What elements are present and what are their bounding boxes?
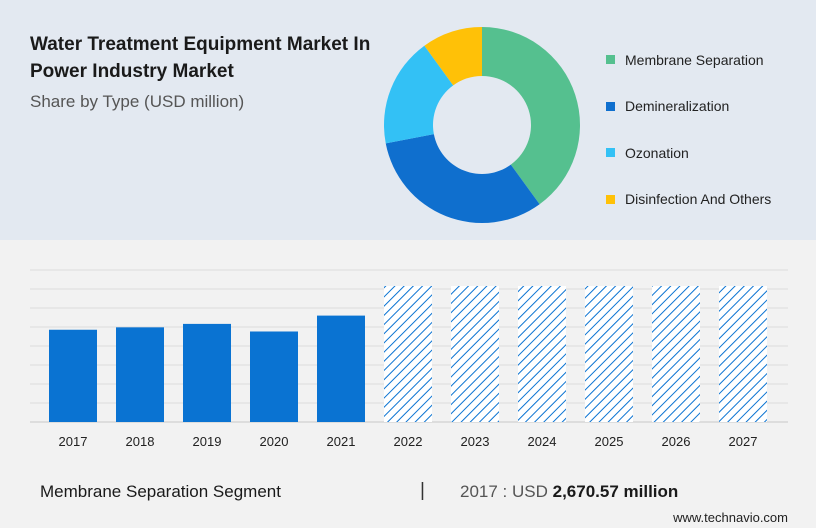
brand-url[interactable]: www.technavio.com xyxy=(673,510,788,525)
donut-slice-ozonation xyxy=(384,45,454,144)
x-tick-label: 2019 xyxy=(193,434,222,449)
x-tick-label: 2025 xyxy=(595,434,624,449)
bar-2020 xyxy=(250,331,298,422)
x-tick-label: 2027 xyxy=(729,434,758,449)
legend-item: Membrane Separation xyxy=(606,48,816,71)
forecast-bar-2026 xyxy=(652,286,700,422)
donut-slice-demineralization xyxy=(385,134,540,224)
bar-2019 xyxy=(183,323,231,422)
segment-value: 2017 : USD 2,670.57 million xyxy=(460,482,678,502)
donut-legend: Membrane Separation Demineralization Ozona… xyxy=(606,48,816,234)
donut-slice-disinfection-and-others xyxy=(424,27,482,86)
bar-2017 xyxy=(49,329,97,422)
legend-swatch xyxy=(606,148,615,157)
donut-slice-membrane-separation xyxy=(482,27,580,205)
legend-label: Disinfection And Others xyxy=(625,191,772,207)
legend-item: Ozonation xyxy=(606,141,816,164)
segment-label: Membrane Separation Segment xyxy=(40,482,281,501)
x-tick-label: 2017 xyxy=(59,434,88,449)
legend-label: Ozonation xyxy=(625,144,689,161)
bar-2021 xyxy=(317,315,365,422)
legend-item: Disinfection And Others xyxy=(606,188,816,211)
legend-label: Membrane Separation xyxy=(625,51,764,68)
x-tick-label: 2018 xyxy=(126,434,155,449)
legend-item: Demineralization xyxy=(606,95,816,118)
x-tick-label: 2020 xyxy=(260,434,289,449)
forecast-bar-2025 xyxy=(585,286,633,422)
segment-year-label: 2017 : USD xyxy=(460,482,548,501)
x-tick-label: 2024 xyxy=(528,434,557,449)
forecast-bar-2023 xyxy=(451,286,499,422)
x-tick-label: 2021 xyxy=(327,434,356,449)
chart-title: Water Treatment Equipment Market In Powe… xyxy=(30,34,371,82)
x-tick-label: 2026 xyxy=(662,434,691,449)
forecast-bar-2024 xyxy=(518,286,566,422)
legend-label: Demineralization xyxy=(625,98,730,114)
footer-divider: | xyxy=(420,480,425,501)
legend-swatch xyxy=(606,55,615,64)
bar-2018 xyxy=(116,327,164,422)
forecast-bar-2022 xyxy=(384,286,432,422)
forecast-bar-2027 xyxy=(719,286,767,422)
chart-subtitle: Share by Type (USD million) xyxy=(30,92,245,111)
legend-swatch xyxy=(606,101,615,111)
x-tick-label: 2022 xyxy=(394,434,423,449)
legend-swatch xyxy=(606,194,615,204)
x-tick-label: 2023 xyxy=(461,434,490,449)
segment-value-number: 2,670.57 million xyxy=(552,482,679,501)
